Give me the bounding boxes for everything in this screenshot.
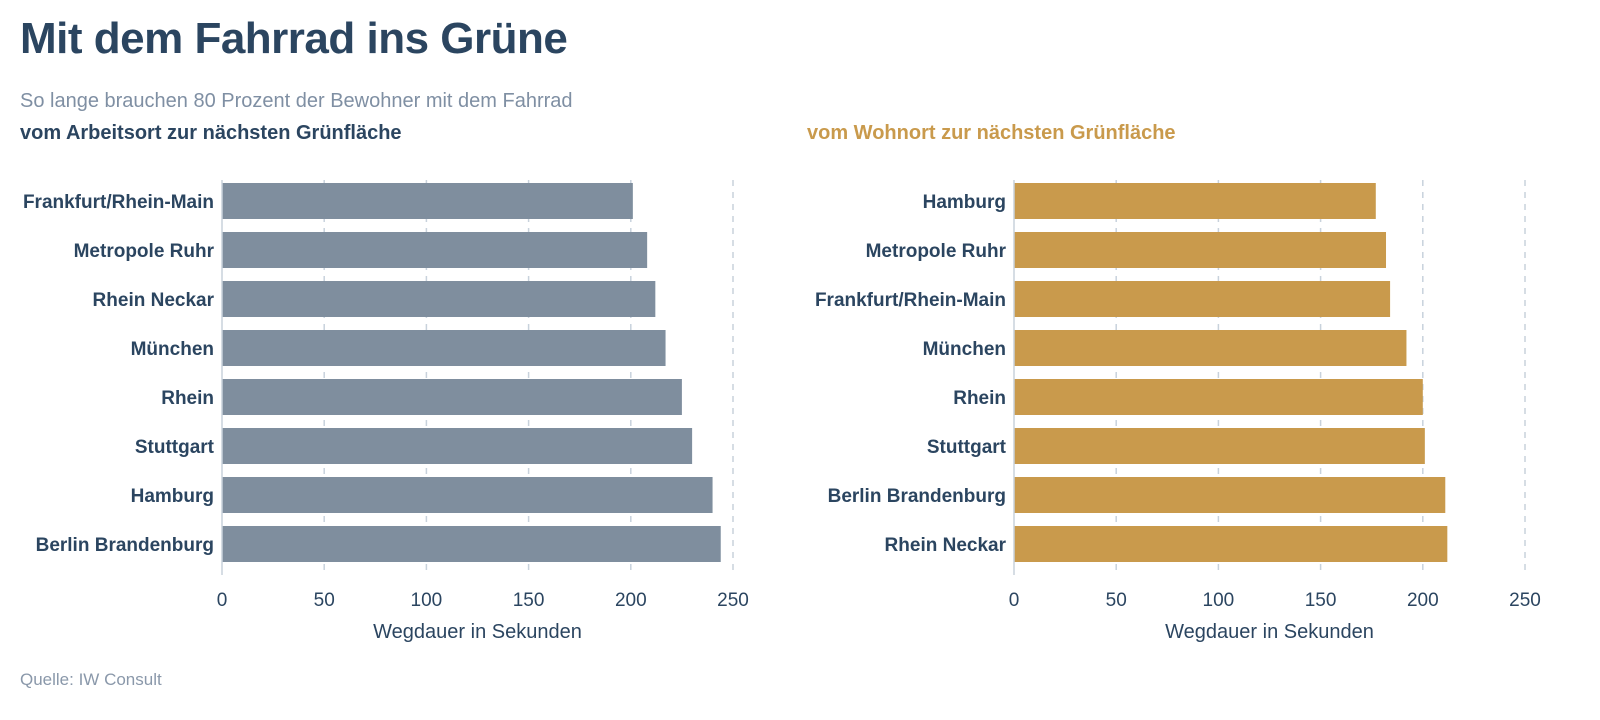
- right-x-axis-title: Wegdauer in Sekunden: [1165, 621, 1374, 643]
- right-category-label-7: Rhein Neckar: [885, 535, 1007, 556]
- left-category-label-6: Hamburg: [131, 486, 214, 507]
- right-tick-label-150: 150: [1305, 590, 1337, 611]
- right-bar-0: [1014, 183, 1376, 219]
- chart-title: Mit dem Fahrrad ins Grüne: [20, 14, 568, 63]
- left-category-label-1: Metropole Ruhr: [74, 241, 215, 262]
- right-category-label-2: Frankfurt/Rhein-Main: [815, 290, 1006, 311]
- left-bar-1: [222, 232, 648, 268]
- left-category-label-5: Stuttgart: [135, 437, 215, 458]
- right-category-label-3: München: [923, 339, 1006, 360]
- left-category-label-7: Berlin Brandenburg: [36, 535, 214, 556]
- left-category-label-3: München: [131, 339, 214, 360]
- right-category-label-0: Hamburg: [923, 192, 1006, 213]
- left-bar-3: [222, 330, 666, 366]
- chart-subtitle: So lange brauchen 80 Prozent der Bewohne…: [20, 90, 573, 112]
- source-note: Quelle: IW Consult: [20, 670, 162, 689]
- right-bar-6: [1014, 477, 1446, 513]
- left-category-label-0: Frankfurt/Rhein-Main: [23, 192, 214, 213]
- left-tick-label-150: 150: [513, 590, 545, 611]
- right-tick-label-200: 200: [1407, 590, 1439, 611]
- left-tick-label-0: 0: [217, 590, 228, 611]
- right-bar-2: [1014, 281, 1391, 317]
- right-category-label-6: Berlin Brandenburg: [828, 486, 1006, 507]
- right-bar-1: [1014, 232, 1387, 268]
- right-tick-label-0: 0: [1009, 590, 1020, 611]
- left-bar-0: [222, 183, 633, 219]
- right-bar-7: [1014, 526, 1448, 562]
- left-category-label-4: Rhein: [161, 388, 214, 409]
- right-bar-4: [1014, 379, 1423, 415]
- right-category-label-1: Metropole Ruhr: [866, 241, 1007, 262]
- left-category-label-2: Rhein Neckar: [93, 290, 215, 311]
- left-bar-7: [222, 526, 721, 562]
- right-tick-label-250: 250: [1509, 590, 1541, 611]
- left-tick-label-250: 250: [717, 590, 749, 611]
- left-bar-2: [222, 281, 656, 317]
- left-tick-label-100: 100: [411, 590, 443, 611]
- right-panel-title: vom Wohnort zur nächsten Grünfläche: [807, 122, 1176, 144]
- left-bar-5: [222, 428, 693, 464]
- left-x-axis-title: Wegdauer in Sekunden: [373, 621, 582, 643]
- left-tick-label-200: 200: [615, 590, 647, 611]
- left-panel-title: vom Arbeitsort zur nächsten Grünfläche: [20, 122, 402, 144]
- left-bar-6: [222, 477, 713, 513]
- left-tick-label-50: 50: [314, 590, 335, 611]
- right-bar-5: [1014, 428, 1425, 464]
- right-tick-label-100: 100: [1203, 590, 1235, 611]
- right-category-label-4: Rhein: [953, 388, 1006, 409]
- right-tick-label-50: 50: [1106, 590, 1127, 611]
- right-bar-3: [1014, 330, 1407, 366]
- right-category-label-5: Stuttgart: [927, 437, 1007, 458]
- left-bar-4: [222, 379, 682, 415]
